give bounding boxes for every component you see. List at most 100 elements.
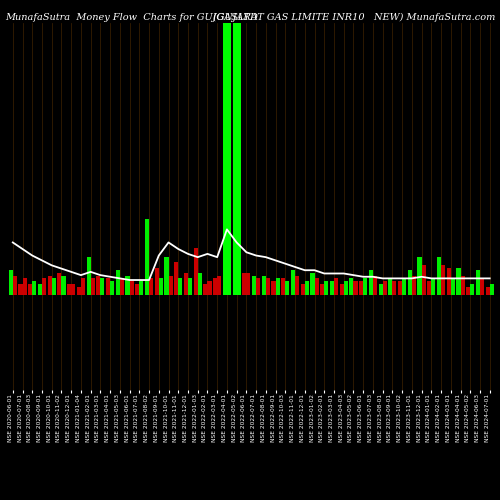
Bar (223, 22, 227, 294)
Bar (354, 281, 358, 294)
Bar (126, 276, 130, 294)
Bar (48, 276, 52, 294)
Bar (38, 284, 42, 294)
Bar (174, 262, 178, 294)
Bar (350, 278, 354, 294)
Bar (184, 273, 188, 294)
Bar (441, 265, 445, 294)
Bar (470, 284, 474, 294)
Bar (188, 278, 192, 294)
Bar (204, 284, 208, 294)
Bar (305, 281, 309, 294)
Bar (334, 278, 338, 294)
Bar (266, 278, 270, 294)
Bar (252, 276, 256, 294)
Bar (422, 265, 426, 294)
Bar (67, 284, 71, 294)
Bar (194, 248, 198, 294)
Bar (320, 284, 324, 294)
Bar (378, 284, 382, 294)
Bar (476, 270, 480, 294)
Bar (159, 278, 163, 294)
Bar (418, 256, 422, 294)
Bar (32, 281, 36, 294)
Bar (314, 278, 318, 294)
Bar (330, 281, 334, 294)
Bar (213, 278, 217, 294)
Bar (344, 281, 348, 294)
Bar (100, 278, 104, 294)
Bar (363, 278, 368, 294)
Bar (168, 276, 172, 294)
Bar (388, 278, 392, 294)
Bar (359, 281, 363, 294)
Bar (71, 284, 76, 294)
Bar (486, 286, 490, 294)
Bar (149, 278, 153, 294)
Bar (90, 278, 94, 294)
Bar (480, 278, 484, 294)
Bar (446, 268, 451, 294)
Bar (369, 270, 373, 294)
Bar (451, 278, 455, 294)
Bar (437, 256, 441, 294)
Bar (324, 281, 328, 294)
Bar (145, 218, 149, 294)
Bar (402, 278, 406, 294)
Bar (295, 276, 299, 294)
Bar (286, 281, 290, 294)
Bar (412, 276, 416, 294)
Bar (86, 256, 90, 294)
Bar (398, 281, 402, 294)
Bar (272, 281, 276, 294)
Bar (178, 278, 182, 294)
Bar (77, 286, 81, 294)
Bar (8, 270, 13, 294)
Bar (18, 284, 22, 294)
Bar (140, 281, 143, 294)
Bar (52, 278, 56, 294)
Bar (227, 22, 231, 294)
Bar (408, 270, 412, 294)
Bar (281, 278, 285, 294)
Bar (62, 276, 66, 294)
Bar (208, 281, 212, 294)
Bar (262, 276, 266, 294)
Bar (373, 276, 377, 294)
Bar (276, 278, 280, 294)
Text: MunafaSutra  Money Flow  Charts for GUJGASLTD: MunafaSutra Money Flow Charts for GUJGAS… (5, 12, 258, 22)
Bar (291, 270, 295, 294)
Bar (42, 278, 46, 294)
Bar (382, 281, 386, 294)
Bar (154, 268, 159, 294)
Bar (232, 22, 236, 294)
Bar (392, 281, 396, 294)
Bar (460, 276, 464, 294)
Bar (135, 284, 140, 294)
Bar (13, 276, 17, 294)
Bar (81, 278, 85, 294)
Bar (110, 281, 114, 294)
Text: (GUJARAT GAS LIMITE INR10   NEW) MunafaSutra.com: (GUJARAT GAS LIMITE INR10 NEW) MunafaSut… (212, 12, 495, 22)
Bar (198, 273, 202, 294)
Bar (58, 273, 62, 294)
Bar (22, 278, 26, 294)
Bar (466, 286, 470, 294)
Bar (28, 284, 32, 294)
Bar (246, 273, 250, 294)
Bar (300, 284, 305, 294)
Bar (164, 256, 168, 294)
Bar (427, 281, 432, 294)
Bar (236, 22, 240, 294)
Bar (256, 278, 260, 294)
Bar (96, 276, 100, 294)
Bar (456, 268, 460, 294)
Bar (490, 284, 494, 294)
Bar (106, 278, 110, 294)
Bar (116, 270, 120, 294)
Bar (310, 273, 314, 294)
Bar (340, 284, 344, 294)
Bar (432, 278, 436, 294)
Bar (130, 281, 134, 294)
Bar (120, 278, 124, 294)
